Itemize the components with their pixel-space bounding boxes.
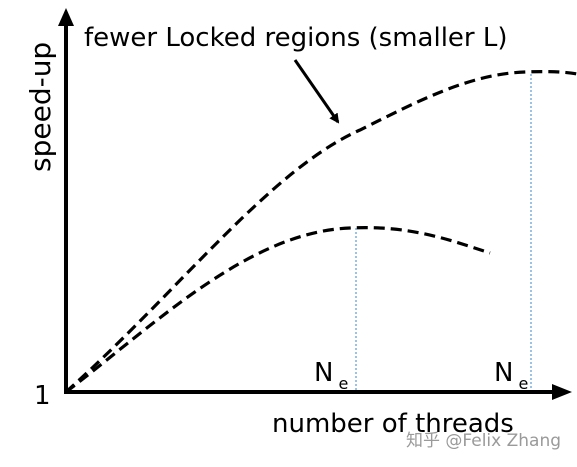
lower-speedup-curve bbox=[65, 226, 491, 394]
annotation-label: fewer Locked regions (smaller L) bbox=[84, 23, 508, 53]
y-axis-arrowhead bbox=[58, 8, 74, 26]
annotation-arrow bbox=[293, 59, 340, 124]
x-axis-arrowhead bbox=[552, 384, 572, 400]
y-axis-label: speed-up bbox=[24, 42, 57, 172]
peak-label-1: N e bbox=[314, 358, 348, 393]
peak-label-2-main: N bbox=[494, 358, 513, 388]
peak-label-1-subscript: e bbox=[339, 374, 349, 393]
peak-label-1-main: N bbox=[314, 358, 333, 388]
y-origin-label: 1 bbox=[34, 381, 51, 411]
upper-speedup-curve bbox=[64, 70, 577, 394]
watermark: 知乎 @Felix Zhang bbox=[406, 431, 561, 451]
peak-label-2: N e bbox=[494, 358, 528, 393]
x-axis-label: number of threads bbox=[272, 409, 514, 439]
peak-label-2-subscript: e bbox=[519, 374, 529, 393]
